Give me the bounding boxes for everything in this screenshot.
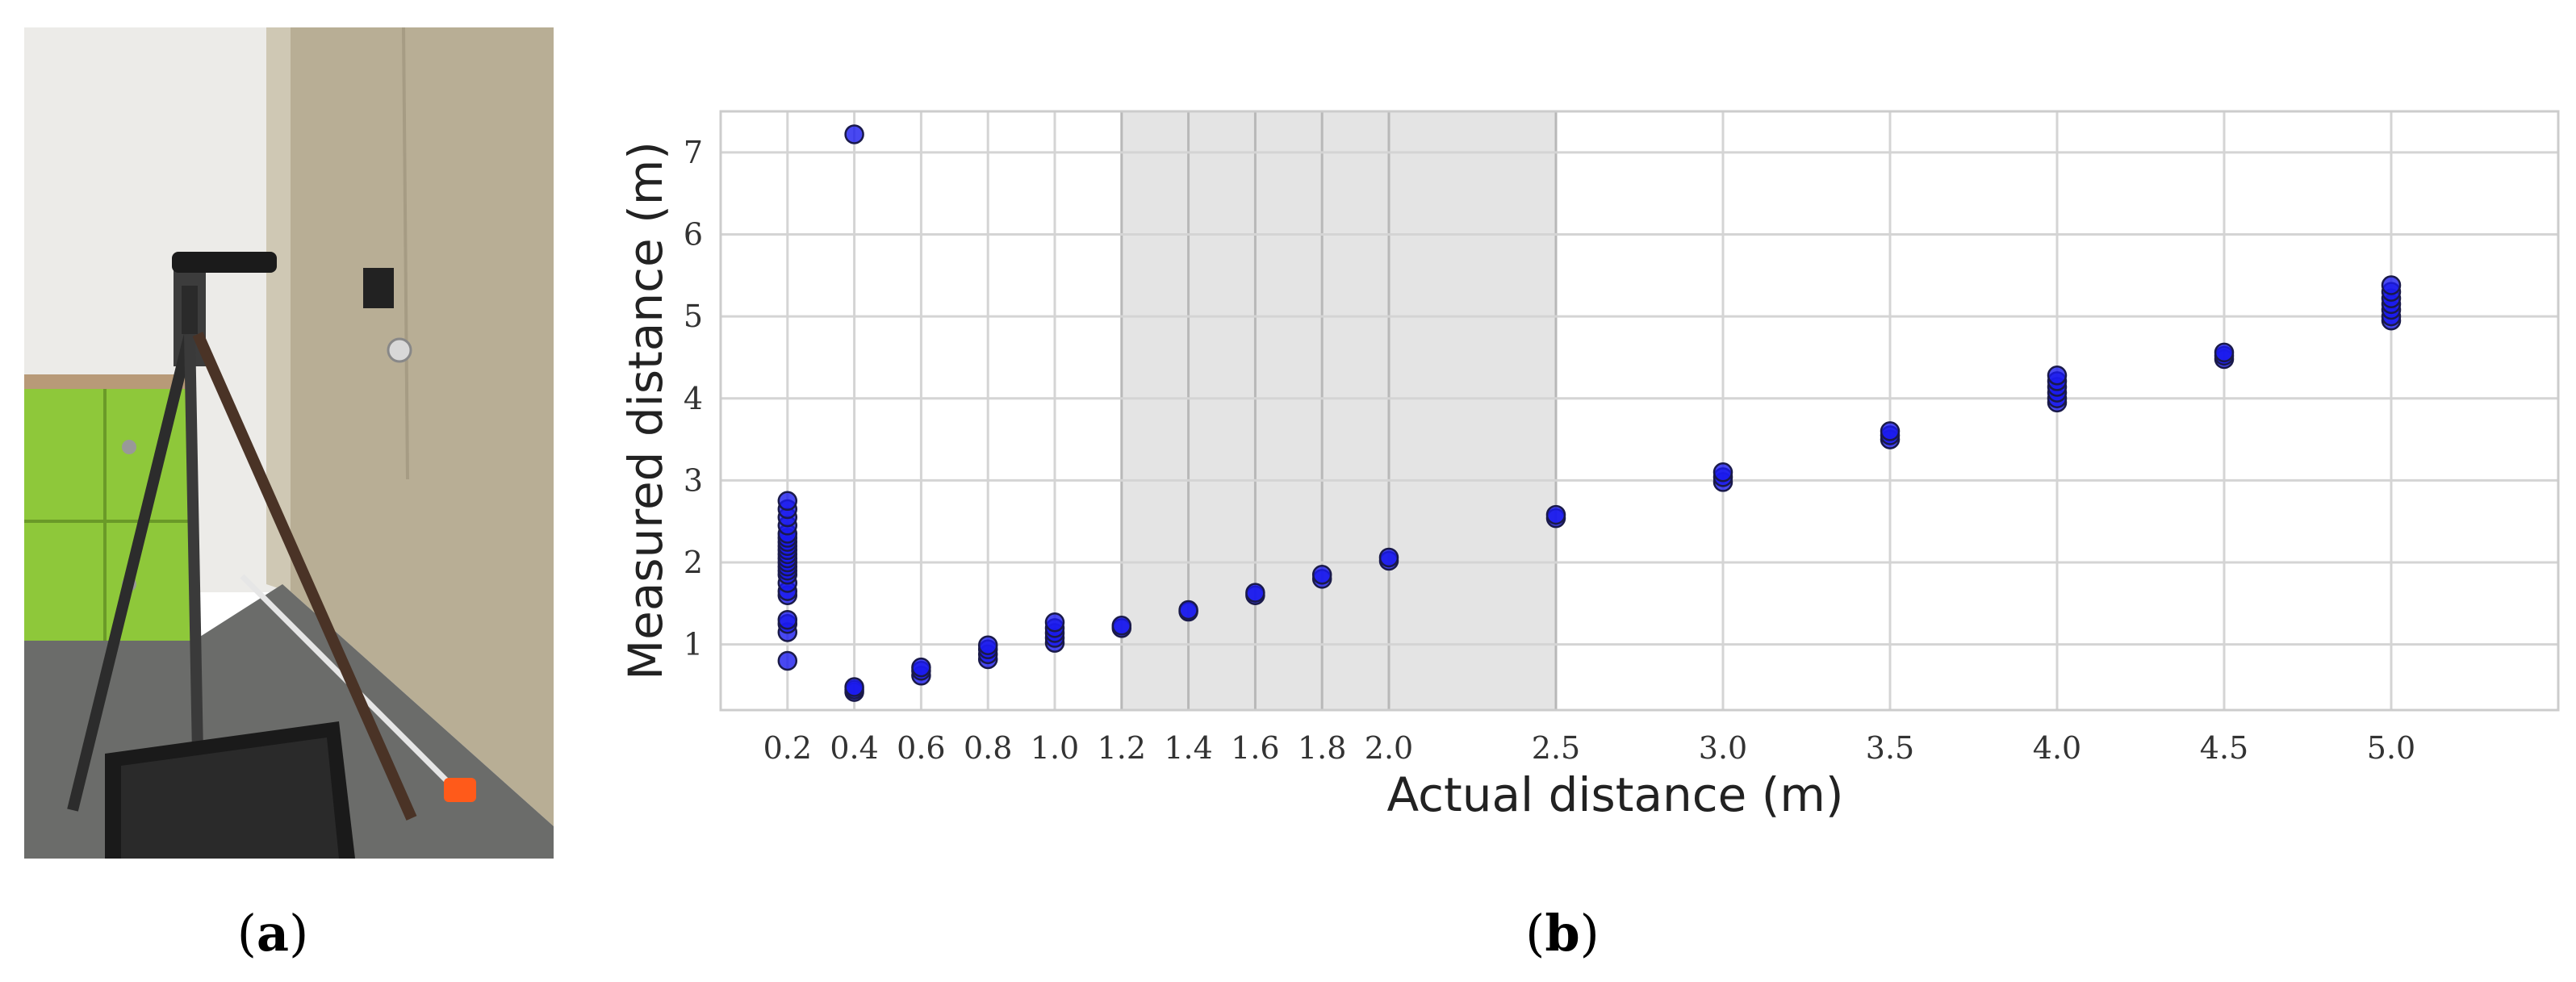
locker-lock-1 — [122, 440, 136, 454]
x-tick-label: 1.2 — [1098, 730, 1146, 766]
door-handle — [387, 337, 412, 363]
x-tick-label: 0.2 — [763, 730, 812, 766]
setup-photo — [24, 27, 554, 859]
y-axis-label: Measured distance (m) — [618, 141, 673, 680]
y-tick-label: 4 — [684, 381, 703, 416]
setup-photo-illustration — [24, 27, 554, 859]
plot-frame — [719, 110, 2560, 712]
y-tick-label: 7 — [684, 135, 703, 170]
wall-beige — [274, 27, 554, 826]
scatter-chart: 0.2 0.4 0.6 0.8 1.0 1.2 1.4 1.6 1.8 2.0 2.5 3.0 3.5 4… — [618, 110, 2560, 822]
data-point — [2381, 275, 2402, 295]
x-tick-label: 4.0 — [2033, 730, 2081, 766]
data-point — [2047, 366, 2068, 386]
panel-label-a: (a) — [236, 904, 309, 963]
door-edge — [402, 27, 409, 480]
y-tick-label: 3 — [684, 462, 703, 498]
data-points — [777, 124, 2402, 702]
y-tick-label: 1 — [684, 627, 703, 662]
data-point — [1311, 565, 1332, 585]
data-point — [1378, 547, 1399, 568]
tripod-leg-center — [184, 333, 203, 754]
y-tick-labels: 1 2 3 4 5 6 7 — [684, 135, 703, 662]
x-tick-label: 2.0 — [1365, 730, 1413, 766]
data-point — [977, 635, 998, 655]
data-point — [844, 677, 864, 697]
data-point — [2214, 342, 2235, 363]
x-axis-label: Actual distance (m) — [1386, 767, 1843, 822]
data-point — [1545, 504, 1566, 525]
tripod-leg-right — [192, 332, 417, 821]
data-point — [844, 124, 864, 144]
x-tick-label: 0.6 — [897, 730, 945, 766]
x-tick-label: 1.6 — [1231, 730, 1279, 766]
data-point — [1880, 421, 1901, 441]
data-point — [777, 491, 798, 512]
panel-label-b: (b) — [1525, 904, 1600, 963]
x-tick-label: 4.5 — [2200, 730, 2248, 766]
grid-lines — [721, 111, 2558, 710]
door-sensor — [363, 268, 394, 308]
x-tick-label: 3.5 — [1866, 730, 1914, 766]
laptop-screen-inner — [121, 738, 339, 859]
depth-sensor — [172, 252, 277, 273]
y-tick-label: 5 — [684, 299, 703, 334]
x-tick-labels: 0.2 0.4 0.6 0.8 1.0 1.2 1.4 1.6 1.8 2.0 2.5 3.0 3.5 4… — [763, 730, 2416, 766]
data-point — [1178, 600, 1198, 621]
y-tick-label: 2 — [684, 545, 703, 580]
x-tick-label: 0.4 — [830, 730, 878, 766]
tripod-head — [182, 286, 198, 334]
wall-corner — [266, 27, 291, 592]
tape-measure — [444, 778, 476, 802]
locker-top — [24, 374, 194, 389]
x-tick-label: 5.0 — [2367, 730, 2415, 766]
tripod-leg-left — [67, 332, 195, 812]
x-tick-label: 3.0 — [1699, 730, 1747, 766]
x-tick-label: 1.4 — [1164, 730, 1212, 766]
data-point — [1044, 612, 1065, 633]
x-tick-label: 1.0 — [1031, 730, 1079, 766]
data-point — [1245, 583, 1265, 603]
plot-background — [721, 111, 2558, 710]
y-tick-label: 6 — [684, 216, 703, 252]
x-tick-label: 1.8 — [1298, 730, 1346, 766]
data-point — [777, 609, 798, 630]
data-point — [777, 650, 798, 671]
data-point — [1712, 462, 1733, 483]
data-point — [1111, 616, 1132, 636]
data-point — [911, 657, 931, 678]
x-tick-label: 2.5 — [1532, 730, 1580, 766]
x-tick-label: 0.8 — [964, 730, 1012, 766]
